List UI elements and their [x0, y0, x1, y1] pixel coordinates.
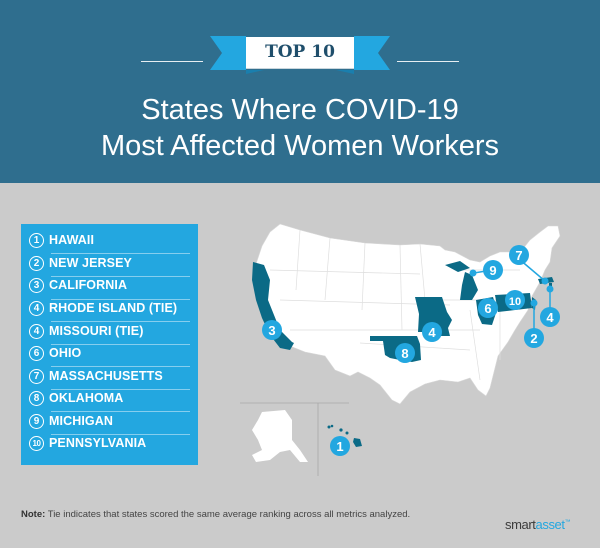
marker-4-missouri: 4 — [422, 322, 442, 342]
rank-badge: 6 — [29, 345, 44, 361]
state-label: OHIO — [49, 346, 82, 360]
state-label: MISSOURI (TIE) — [49, 324, 144, 338]
us-map: 1 2 3 4 4 6 7 8 9 10 — [240, 223, 561, 476]
smartasset-logo: smartasset™ — [505, 517, 571, 532]
rank-badge: 3 — [29, 277, 44, 293]
svg-text:7: 7 — [515, 248, 522, 263]
list-item: 3 CALIFORNIA — [29, 274, 127, 296]
divider — [51, 321, 190, 322]
rank-badge: 1 — [29, 232, 44, 248]
state-label: OKLAHOMA — [49, 391, 124, 405]
svg-text:1: 1 — [336, 439, 343, 454]
rankings-list: 1 HAWAII 2 NEW JERSEY 3 CALIFORNIA 4 RHODE I… — [21, 224, 198, 465]
ribbon-icon — [210, 36, 390, 74]
list-item: 4 MISSOURI (TIE) — [29, 320, 143, 342]
header-rule-right — [397, 61, 459, 62]
footnote: Note: Tie indicates that states scored t… — [21, 507, 441, 522]
svg-text:6: 6 — [484, 301, 491, 316]
marker-8: 8 — [395, 343, 415, 363]
divider — [51, 299, 190, 300]
divider — [51, 389, 190, 390]
svg-text:9: 9 — [489, 263, 496, 278]
rank-badge: 7 — [29, 368, 44, 384]
list-item: 7 MASSACHUSETTS — [29, 365, 163, 387]
state-label: PENNSYLVANIA — [49, 436, 147, 450]
svg-text:10: 10 — [509, 296, 521, 308]
list-item: 8 OKLAHOMA — [29, 387, 123, 409]
divider — [51, 411, 190, 412]
marker-2: 2 — [524, 328, 544, 348]
marker-4-rhode-island: 4 — [540, 307, 560, 327]
header-rule-left — [141, 61, 203, 62]
list-item: 1 HAWAII — [29, 229, 94, 251]
note-label: Note: — [21, 509, 46, 520]
marker-7: 7 — [509, 245, 529, 265]
divider — [51, 434, 190, 435]
divider — [51, 276, 190, 277]
divider — [51, 366, 190, 367]
title-line-2: Most Affected Women Workers — [100, 130, 500, 162]
divider — [51, 253, 190, 254]
list-item: 4 RHODE ISLAND (TIE) — [29, 297, 177, 319]
state-label: RHODE ISLAND (TIE) — [49, 301, 178, 315]
divider — [51, 344, 190, 345]
state-label: CALIFORNIA — [49, 278, 128, 292]
rank-badge: 8 — [29, 390, 44, 406]
marker-9: 9 — [483, 260, 503, 280]
list-item: 10 PENNSYLVANIA — [29, 432, 146, 454]
rank-badge: 4 — [29, 323, 44, 339]
list-item: 9 MICHIGAN — [29, 410, 113, 432]
header-band: TOP 10 States Where COVID-19 Most Affect… — [0, 0, 600, 183]
marker-dots — [469, 269, 554, 307]
svg-text:2: 2 — [530, 331, 537, 346]
top-10-banner: TOP 10 — [246, 37, 354, 68]
rank-badge: 4 — [29, 300, 44, 316]
page-title: States Where COVID-19 Most Affected Wome… — [0, 92, 600, 164]
logo-trademark: ™ — [564, 519, 571, 526]
note-text: Tie indicates that states scored the sam… — [45, 509, 411, 520]
svg-text:4: 4 — [546, 310, 554, 325]
title-line-1: States Where COVID-19 — [141, 94, 459, 126]
rank-badge: 2 — [29, 255, 44, 271]
list-item: 2 NEW JERSEY — [29, 252, 132, 274]
list-item: 6 OHIO — [29, 342, 81, 364]
svg-text:4: 4 — [428, 325, 436, 340]
state-alaska — [252, 410, 308, 462]
state-label: MICHIGAN — [49, 414, 113, 428]
state-label: HAWAII — [49, 233, 95, 247]
marker-1: 1 — [330, 436, 350, 456]
state-label: NEW JERSEY — [49, 256, 132, 270]
marker-10: 10 — [505, 290, 525, 310]
state-label: MASSACHUSETTS — [49, 369, 163, 383]
logo-asset: asset — [535, 517, 565, 532]
marker-3: 3 — [262, 320, 282, 340]
state-michigan — [445, 261, 478, 300]
marker-6: 6 — [478, 298, 498, 318]
logo-smart: smart — [505, 517, 536, 532]
state-hawaii — [327, 424, 362, 447]
svg-text:8: 8 — [401, 346, 408, 361]
rank-badge: 10 — [29, 435, 44, 451]
svg-text:3: 3 — [268, 323, 275, 338]
state-california — [252, 262, 294, 350]
rank-badge: 9 — [29, 413, 44, 429]
